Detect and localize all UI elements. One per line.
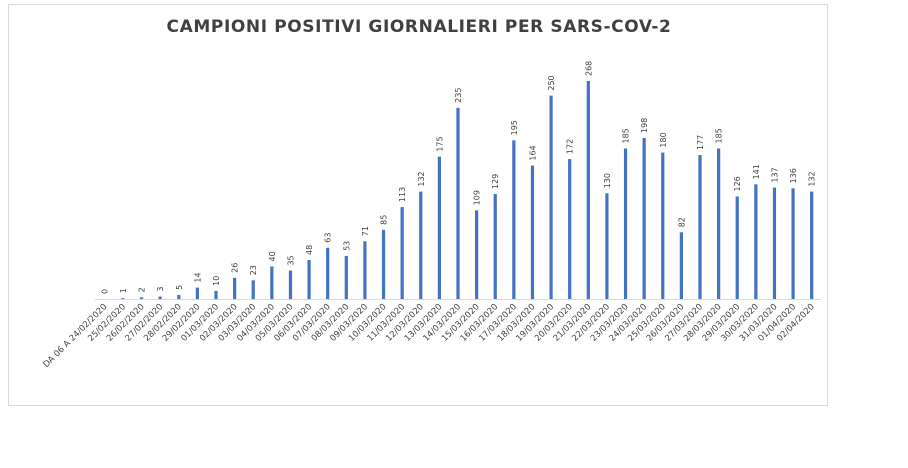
data-label: 198	[640, 118, 649, 133]
data-label: 126	[733, 176, 742, 191]
bar	[549, 95, 553, 299]
data-label: 130	[603, 173, 612, 188]
data-label: 109	[473, 190, 482, 205]
data-label: 136	[789, 168, 798, 183]
data-label: 5	[175, 285, 184, 290]
bar	[158, 296, 162, 299]
bar	[735, 196, 739, 299]
data-label: 2	[138, 287, 147, 292]
bar	[177, 294, 181, 299]
data-label: 85	[380, 215, 389, 225]
bar	[270, 266, 274, 299]
data-label: 3	[156, 286, 165, 291]
bar	[437, 156, 441, 299]
bar	[233, 277, 237, 299]
data-label: 113	[398, 187, 407, 202]
data-label: 137	[770, 167, 779, 182]
data-label: 35	[286, 255, 295, 265]
data-label: 172	[566, 139, 575, 154]
data-label: 48	[305, 245, 314, 255]
bar	[475, 210, 479, 299]
chart-frame: CAMPIONI POSITIVI GIORNALIERI PER SARS-C…	[8, 4, 828, 406]
data-label: 185	[715, 128, 724, 143]
data-label: 164	[528, 145, 537, 160]
bar	[642, 137, 646, 299]
bar	[326, 247, 330, 299]
bar	[307, 259, 311, 299]
bar	[288, 270, 293, 299]
data-label: 71	[361, 226, 370, 236]
data-label: 26	[231, 263, 240, 273]
data-label: 10	[212, 276, 221, 286]
bar	[754, 184, 758, 299]
bar-chart: 0DA 06 A 24/02/2020125/02/2020226/02/202…	[42, 61, 821, 370]
data-label: 1	[119, 288, 128, 293]
bar	[400, 207, 404, 299]
data-label: 195	[510, 120, 519, 135]
bar	[586, 81, 590, 299]
data-label: 132	[417, 171, 426, 186]
bar	[623, 148, 628, 299]
bar	[195, 287, 199, 299]
bar	[493, 194, 497, 299]
bar	[679, 232, 683, 299]
bar	[344, 255, 348, 299]
bar	[381, 229, 386, 299]
bar	[419, 191, 423, 299]
data-label: 0	[100, 289, 109, 294]
data-label: 82	[677, 217, 686, 227]
data-label: 53	[342, 241, 351, 251]
bar	[661, 152, 665, 299]
data-label: 132	[808, 171, 817, 186]
data-label: 129	[491, 174, 500, 189]
bar	[810, 191, 814, 299]
data-label: 40	[268, 251, 277, 261]
bar	[363, 241, 367, 299]
data-label: 177	[696, 135, 705, 150]
bar	[214, 290, 218, 299]
data-label: 14	[193, 272, 202, 282]
bar	[605, 193, 609, 299]
bar	[717, 148, 721, 299]
data-label: 235	[454, 88, 463, 103]
bar	[512, 140, 516, 299]
bar	[568, 159, 572, 299]
bar	[772, 187, 777, 299]
chart-title: CAMPIONI POSITIVI GIORNALIERI PER SARS-C…	[166, 17, 672, 37]
bar	[530, 165, 535, 299]
data-label: 180	[659, 132, 668, 147]
data-label: 63	[324, 233, 333, 243]
data-label: 185	[622, 128, 631, 143]
bar	[121, 298, 125, 299]
data-label: 268	[584, 61, 593, 76]
data-label: 23	[249, 265, 258, 275]
bar	[139, 297, 144, 299]
bar	[791, 188, 795, 299]
data-label: 141	[752, 164, 761, 179]
bar	[698, 155, 702, 299]
data-label: 175	[435, 136, 444, 151]
bar	[456, 107, 460, 299]
bar	[251, 280, 255, 299]
data-label: 250	[547, 75, 556, 90]
